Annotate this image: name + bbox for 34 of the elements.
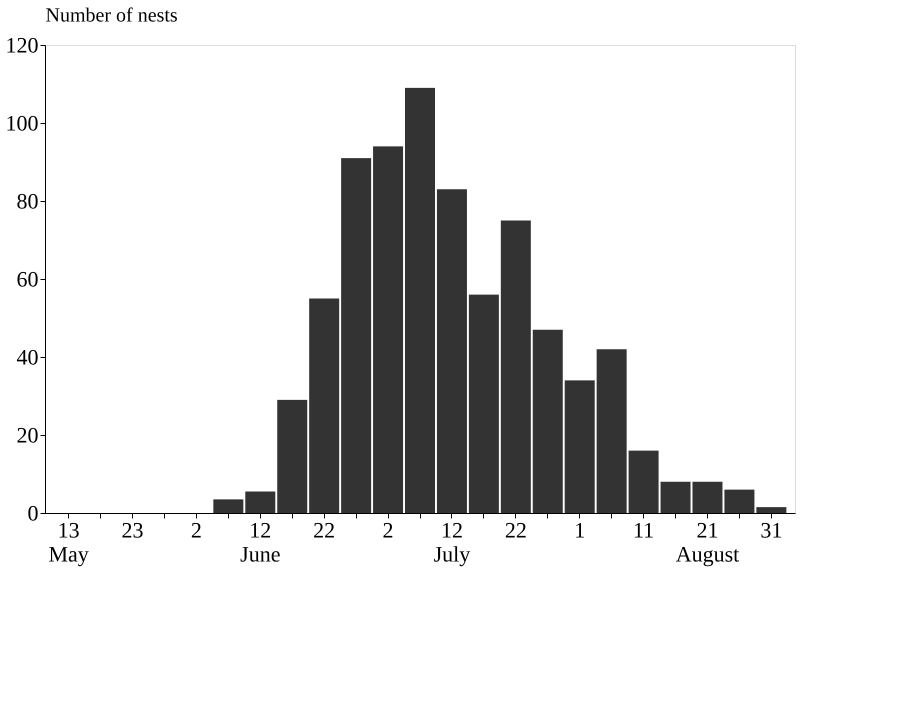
bar: [500, 220, 531, 513]
y-tick-label: 60: [16, 266, 38, 292]
bar: [628, 450, 659, 513]
bar: [724, 490, 754, 513]
x-tick-label: 1: [574, 518, 586, 542]
bar: [660, 482, 691, 513]
x-tick-label: 23: [122, 518, 144, 542]
y-tick-label: 120: [6, 32, 38, 58]
x-tick-label: 13 May: [48, 518, 89, 566]
x-tick-label: 2: [382, 518, 394, 542]
y-tick-label: 40: [16, 344, 38, 370]
bar: [756, 507, 786, 513]
y-axis-title: Number of nests: [46, 4, 178, 26]
bar: [596, 349, 627, 513]
y-tick-label: 80: [16, 188, 38, 214]
y-tick-label: 100: [6, 110, 38, 136]
y-tick-label: 20: [16, 422, 38, 448]
x-tick-label: 12 June: [240, 518, 280, 566]
x-tick-label: 22: [504, 518, 527, 542]
bar: [213, 499, 244, 513]
x-tick-label: 11: [633, 518, 654, 542]
x-tick-label: 12 July: [434, 518, 470, 566]
bar: [436, 189, 467, 513]
x-tick-label: 22: [313, 518, 336, 542]
bar: [468, 294, 499, 513]
bar: [309, 298, 340, 513]
x-tick-label: 2: [190, 518, 202, 542]
x-tick-label: 21 August: [676, 518, 740, 566]
bar: [405, 88, 435, 513]
bar: [341, 158, 372, 513]
y-tick-label: 0: [28, 500, 38, 526]
bar: [692, 482, 722, 513]
x-tick-label: 31: [760, 518, 782, 542]
bar: [373, 146, 404, 513]
